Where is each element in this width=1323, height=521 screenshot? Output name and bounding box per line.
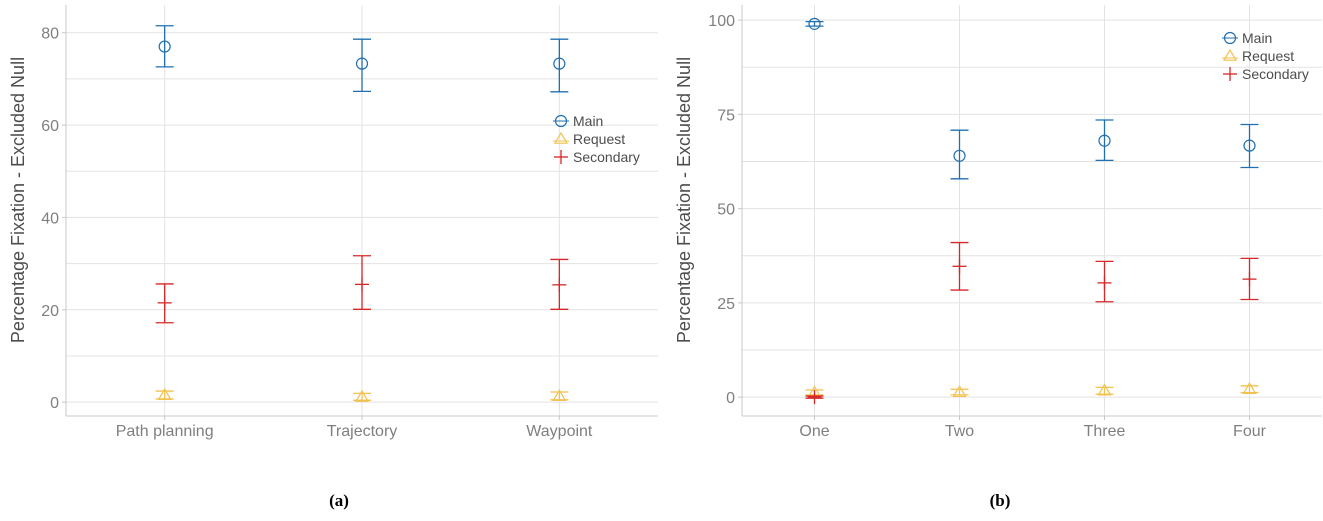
legend-label: Request: [1242, 48, 1294, 64]
marker-triangle: [553, 131, 569, 144]
series-secondary: [805, 241, 1259, 405]
y-tick-label: 25: [717, 296, 735, 313]
marker-triangle: [1242, 382, 1257, 395]
marker-circle: [158, 40, 171, 53]
panel-b-caption: (b): [990, 491, 1011, 510]
y-tick-label: 100: [708, 13, 735, 30]
legend-label: Main: [1242, 30, 1272, 46]
y-tick-label: 0: [726, 390, 735, 407]
marker-circle: [953, 149, 966, 162]
marker-circle: [553, 57, 566, 70]
y-tick-label: 80: [41, 26, 59, 43]
panel-b-chart: 0 25 50 75 100 One Two Three Four Percentage Fixa…: [674, 5, 1322, 440]
legend: Main Request Secondary: [553, 113, 640, 165]
x-tick-label: Waypoint: [526, 423, 593, 440]
marker-triangle: [1097, 383, 1112, 396]
legend-label: Request: [573, 131, 625, 147]
marker-circle: [1243, 139, 1256, 152]
y-tick-label: 50: [717, 202, 735, 219]
marker-triangle: [952, 385, 967, 398]
x-tick-label: Two: [945, 423, 974, 440]
marker-circle: [355, 57, 369, 70]
y-tick-label: 40: [41, 210, 59, 227]
series-request: [155, 388, 569, 402]
marker-triangle: [157, 388, 172, 401]
x-tick-label: Three: [1084, 423, 1126, 440]
marker-triangle: [1222, 48, 1238, 61]
y-tick-label: 60: [41, 118, 59, 135]
marker-triangle: [354, 389, 370, 402]
marker-circle: [1098, 134, 1111, 147]
series-request: [805, 382, 1259, 398]
marker-triangle: [552, 388, 567, 401]
series-main: [155, 25, 569, 93]
x-tick-label: Path planning: [116, 423, 214, 440]
y-tick-label: 75: [717, 107, 735, 124]
marker-circle: [808, 17, 821, 30]
panel-a-caption: (a): [329, 491, 349, 510]
y-tick-label: 0: [50, 395, 59, 412]
legend: Main Request Secondary: [1222, 30, 1309, 82]
y-tick-label: 20: [41, 303, 59, 320]
series-secondary: [155, 255, 569, 324]
x-tick-label: Trajectory: [327, 423, 398, 440]
x-tick-label: Four: [1233, 423, 1267, 440]
legend-label: Secondary: [1242, 66, 1309, 82]
x-tick-label: One: [799, 423, 829, 440]
legend-label: Main: [573, 113, 603, 129]
panel-a-chart: 0 20 40 60 80 Path planning Trajectory Waypoint…: [8, 5, 658, 440]
y-axis-title: Percentage Fixation - Excluded Null: [8, 57, 28, 343]
series-main: [805, 17, 1259, 180]
legend-label: Secondary: [573, 149, 640, 165]
y-axis-title: Percentage Fixation - Excluded Null: [674, 57, 694, 343]
